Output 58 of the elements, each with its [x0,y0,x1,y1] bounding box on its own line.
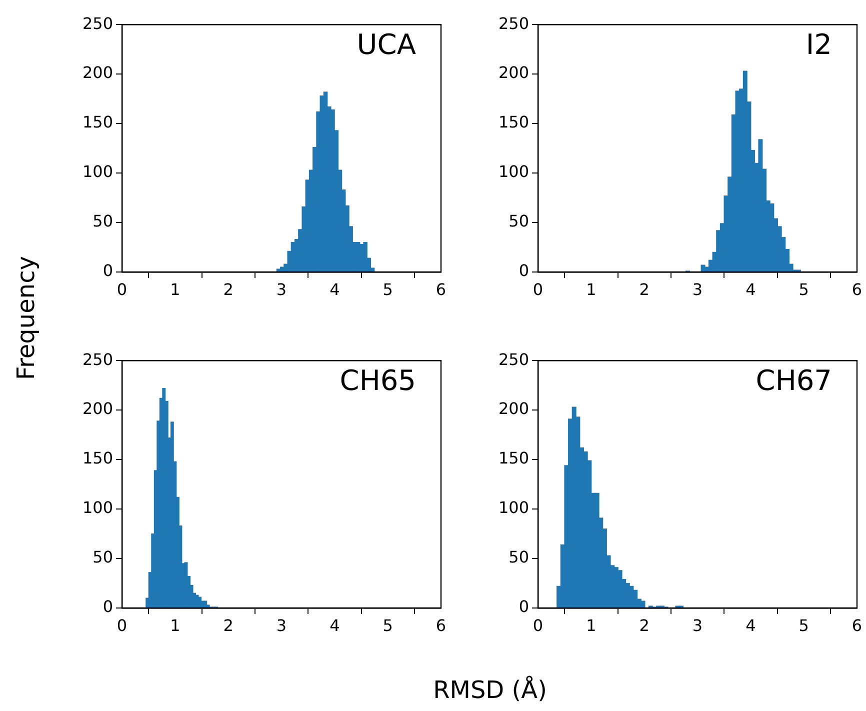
y-tick-label: 250 [82,350,113,369]
x-tick-label: 0 [116,280,128,299]
chart-title: I2 [806,28,832,61]
x-axis-title: RMSD (Å) [433,676,547,704]
y-tick-label: 50 [508,212,529,231]
x-tick-label: 1 [170,280,180,299]
x-tick-label: 0 [532,616,544,635]
y-tick-label: 250 [498,350,529,369]
y-tick-label: 200 [82,399,113,418]
x-tick-label: 5 [798,280,809,299]
y-axis-title: Frequency [12,256,40,380]
y-tick-label: 100 [498,162,529,182]
y-tick-label: 200 [498,63,529,82]
x-tick-label: 0 [532,280,544,299]
y-tick-label: 100 [82,498,113,518]
y-tick-label: 50 [508,548,529,567]
y-tick-label: 50 [92,548,113,567]
x-tick-label: 5 [382,616,393,635]
y-tick-label: 250 [82,14,113,33]
y-tick-label: 100 [498,498,529,518]
x-tick-label: 2 [223,616,234,635]
y-tick-label: 200 [82,63,113,82]
x-tick-label: 4 [746,280,756,299]
chart-title: UCA [356,28,416,61]
y-tick-label: 150 [498,112,529,132]
x-tick-label: 3 [276,280,287,299]
y-tick-label: 200 [498,399,529,418]
chart-title: CH65 [340,364,416,397]
x-tick-label: 2 [223,280,234,299]
x-tick-label: 6 [436,616,446,635]
chart-title: CH67 [756,364,832,397]
x-tick-label: 1 [586,616,596,635]
x-tick-label: 4 [330,280,340,299]
y-tick-label: 50 [92,212,113,231]
y-tick-label: 150 [498,448,529,468]
x-tick-label: 0 [116,616,128,635]
y-tick-label: 100 [82,162,113,182]
x-tick-label: 1 [586,280,596,299]
x-tick-label: 6 [852,280,862,299]
x-tick-label: 2 [639,280,650,299]
y-tick-label: 150 [82,112,113,132]
x-tick-label: 6 [852,616,862,635]
x-tick-label: 3 [692,280,703,299]
x-tick-label: 6 [436,280,446,299]
y-tick-label: 250 [498,14,529,33]
x-tick-label: 5 [798,616,809,635]
x-tick-label: 1 [170,616,180,635]
y-tick-label: 0 [518,261,529,280]
x-tick-label: 5 [382,280,393,299]
x-tick-label: 2 [639,616,650,635]
y-tick-label: 0 [102,261,113,280]
y-tick-label: 150 [82,448,113,468]
x-tick-label: 4 [746,616,756,635]
x-tick-label: 3 [276,616,287,635]
y-tick-label: 0 [518,597,529,616]
x-tick-label: 4 [330,616,340,635]
y-tick-label: 0 [102,597,113,616]
x-tick-label: 3 [692,616,703,635]
